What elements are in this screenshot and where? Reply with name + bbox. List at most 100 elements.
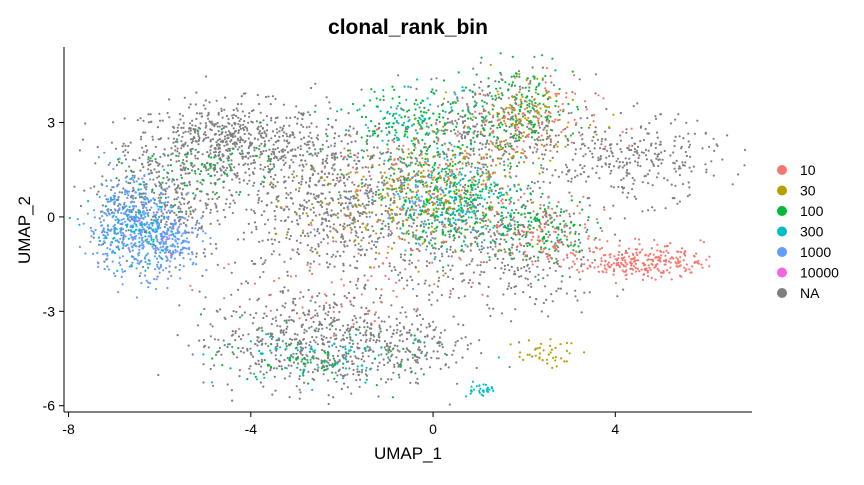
data-point: [162, 188, 165, 191]
data-point: [121, 145, 124, 148]
data-point: [554, 169, 557, 172]
data-point: [428, 325, 431, 328]
data-point: [323, 350, 326, 353]
data-point: [580, 249, 584, 252]
data-point: [275, 319, 278, 322]
data-point: [138, 156, 141, 160]
data-point: [334, 119, 337, 122]
data-point: [548, 201, 551, 204]
data-point: [134, 191, 137, 194]
data-point: [361, 355, 365, 358]
data-point: [526, 125, 529, 128]
data-point: [440, 241, 443, 244]
data-point: [352, 296, 355, 299]
data-point: [323, 218, 326, 221]
data-point: [438, 336, 441, 339]
data-point: [483, 271, 486, 274]
data-point: [312, 320, 315, 324]
data-point: [430, 174, 433, 177]
data-point: [610, 185, 613, 188]
data-point: [336, 230, 339, 234]
data-point: [556, 262, 559, 266]
data-point: [115, 215, 118, 219]
data-point: [108, 248, 112, 251]
data-point: [574, 230, 577, 233]
data-point: [468, 279, 472, 282]
data-point: [574, 169, 577, 172]
data-point: [378, 326, 381, 329]
data-point: [275, 358, 278, 361]
data-point: [121, 228, 125, 231]
data-point: [318, 254, 321, 257]
data-point: [296, 362, 300, 365]
data-point: [663, 149, 666, 153]
data-point: [178, 252, 181, 255]
data-point: [255, 225, 258, 228]
data-point: [148, 226, 151, 229]
data-point: [457, 236, 461, 239]
data-point: [488, 148, 491, 151]
data-point: [654, 115, 657, 118]
data-point: [122, 187, 125, 190]
data-point: [623, 164, 626, 167]
data-point: [82, 222, 85, 225]
data-point: [673, 197, 676, 200]
data-point: [458, 153, 461, 157]
data-point: [151, 135, 154, 138]
data-point: [297, 253, 300, 256]
data-point: [444, 272, 447, 275]
data-point: [263, 312, 266, 315]
data-point: [170, 147, 173, 150]
data-point: [161, 193, 164, 196]
data-point: [153, 202, 156, 205]
data-point: [336, 374, 339, 377]
data-point: [557, 175, 561, 178]
data-point: [114, 226, 117, 229]
data-point: [457, 226, 461, 229]
data-point: [152, 197, 155, 200]
data-point: [257, 359, 260, 362]
data-point: [316, 343, 319, 346]
data-point: [654, 142, 657, 145]
data-point: [454, 93, 457, 96]
data-point: [476, 130, 479, 133]
data-point: [171, 180, 174, 183]
data-point: [338, 180, 341, 183]
data-point: [500, 97, 503, 101]
data-point: [224, 141, 227, 144]
data-point: [287, 289, 290, 292]
data-point: [456, 183, 459, 186]
data-point: [214, 123, 217, 126]
data-point: [306, 244, 309, 247]
data-point: [226, 343, 230, 346]
data-point: [283, 139, 286, 142]
data-point: [393, 344, 396, 347]
data-point: [202, 104, 205, 107]
data-point: [317, 180, 320, 183]
data-point: [334, 255, 337, 258]
data-point: [121, 222, 124, 225]
data-point: [160, 220, 163, 224]
data-point: [377, 181, 380, 184]
data-point: [570, 177, 573, 180]
data-point: [660, 162, 663, 165]
data-point: [150, 190, 153, 194]
data-point: [438, 221, 441, 224]
data-point: [101, 215, 104, 218]
data-point: [199, 122, 202, 125]
data-point: [408, 118, 411, 121]
data-point: [481, 205, 484, 208]
data-point: [272, 178, 275, 181]
data-point: [169, 249, 172, 252]
data-point: [152, 238, 155, 241]
data-point: [321, 217, 324, 220]
data-point: [276, 324, 279, 327]
data-point: [100, 224, 103, 227]
data-point: [395, 331, 398, 334]
data-point: [176, 229, 179, 232]
data-point: [194, 103, 197, 106]
data-point: [457, 204, 460, 207]
data-point: [166, 228, 169, 231]
data-point: [593, 259, 597, 262]
data-point: [358, 385, 361, 388]
